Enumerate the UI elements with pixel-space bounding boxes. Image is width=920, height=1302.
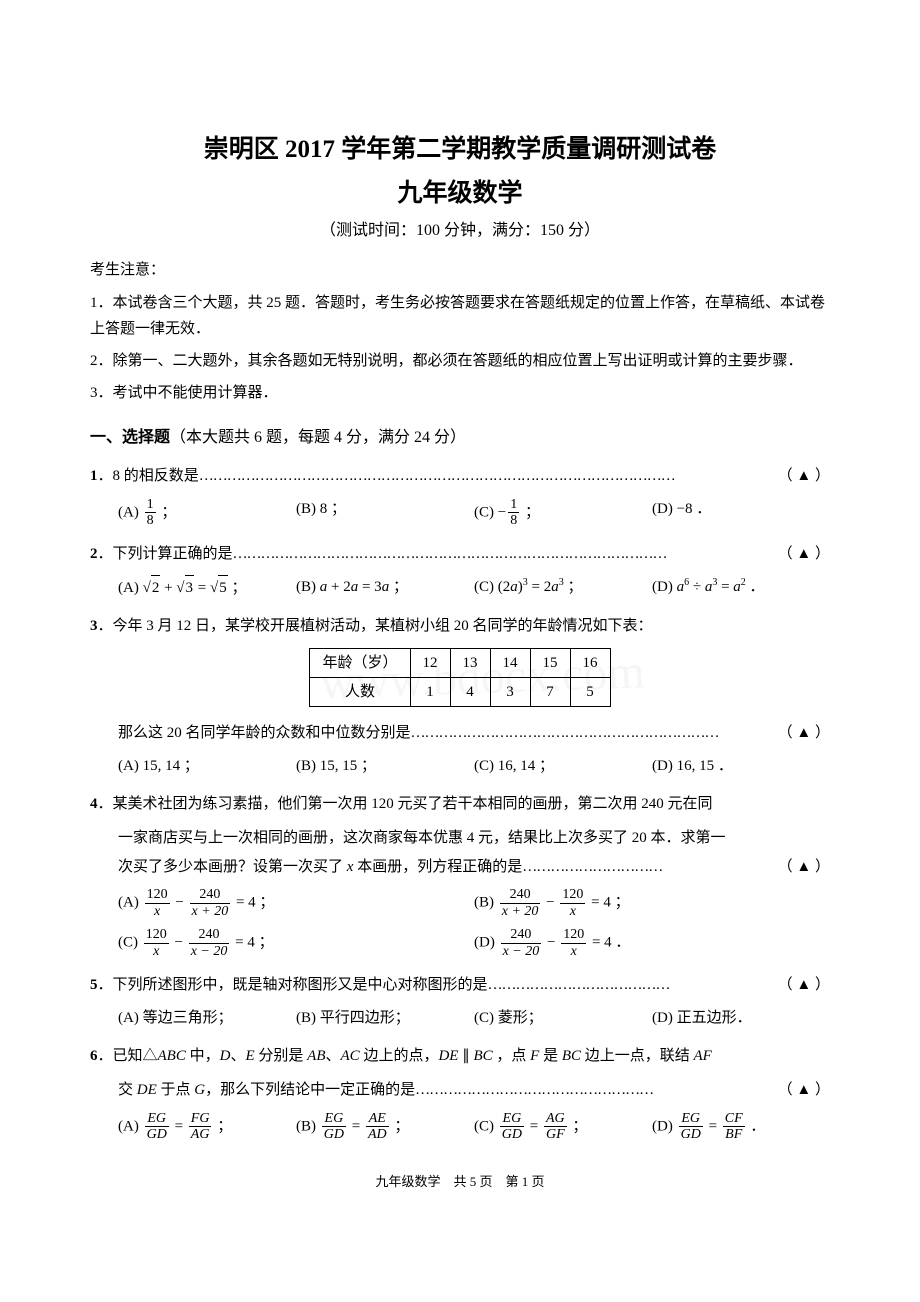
section-1-title: 一、选择题 <box>90 429 170 446</box>
q3-table: 年龄（岁） 12 13 14 15 16 人数 1 4 3 7 5 <box>309 648 610 707</box>
q3-options: (A) 15, 14 ； (B) 15, 15 ； (C) 16, 14 ； (… <box>90 754 830 778</box>
q5-option-c: (C) 菱形； <box>474 1006 652 1030</box>
q4-option-d: (D) 240x − 20 − 120x = 4 ． <box>474 927 830 959</box>
q1-options: (A) 18 ； (B) 8 ； (C) −18 ； (D) −8 ． <box>90 497 830 529</box>
q6-options: (A) EGGD = FGAG ； (B) EGGD = AEAD ； (C) … <box>90 1111 830 1143</box>
q4-number: 4 <box>90 796 98 812</box>
q6-option-d: (D) EGGD = CFBF ． <box>652 1111 830 1143</box>
table-cell: 14 <box>490 649 530 678</box>
q2-option-b: (B) a + 2a = 3a ； <box>296 575 474 600</box>
q6-option-a: (A) EGGD = FGAG ； <box>118 1111 296 1143</box>
table-cell: 4 <box>450 678 490 707</box>
answer-marker: （ ▲ ） <box>774 719 830 748</box>
q1-option-b: (B) 8 ； <box>296 497 474 529</box>
q4-option-c: (C) 120x − 240x − 20 = 4 ； <box>118 927 474 959</box>
answer-marker: （ ▲ ） <box>774 462 830 491</box>
q2-option-a: (A) 2 + 3 = 5 ； <box>118 575 296 600</box>
q3-option-b: (B) 15, 15 ； <box>296 754 474 778</box>
question-1: 1．8 的相反数是 ………………………………………………………………………………… <box>90 462 830 491</box>
q6-line1: ．已知△ABC 中，D、E 分别是 AB、AC 边上的点，DE ∥ BC ，点 … <box>98 1048 712 1064</box>
notice-3: 3．考试中不能使用计算器． <box>90 380 830 406</box>
q3-option-d: (D) 16, 15 ． <box>652 754 830 778</box>
q2-option-c: (C) (2a)3 = 2a3 ； <box>474 575 652 600</box>
q3-number: 3 <box>90 618 98 634</box>
q4-line1: ．某美术社团为练习素描，他们第一次用 120 元买了若干本相同的画册，第二次用 … <box>98 796 713 812</box>
q6-line2: 交 DE 于点 G，那么下列结论中一定正确的是 …………………………………………… <box>90 1076 830 1105</box>
q1-option-a: (A) 18 ； <box>118 497 296 529</box>
notice-heading: 考生注意： <box>90 258 830 282</box>
table-header-age: 年龄（岁） <box>310 649 410 678</box>
question-2: 2．下列计算正确的是 ……………………………………………………………………………… <box>90 540 830 569</box>
table-cell: 1 <box>410 678 450 707</box>
table-cell: 3 <box>490 678 530 707</box>
table-cell: 12 <box>410 649 450 678</box>
answer-marker: （ ▲ ） <box>774 1076 830 1105</box>
table-row: 年龄（岁） 12 13 14 15 16 <box>310 649 610 678</box>
question-3: 3．今年 3 月 12 日，某学校开展植树活动，某植树小组 20 名同学的年龄情… <box>90 612 830 641</box>
q6-number: 6 <box>90 1048 98 1064</box>
question-5: 5．下列所述图形中，既是轴对称图形又是中心对称图形的是 ………………………………… <box>90 971 830 1000</box>
question-4: 4．某美术社团为练习素描，他们第一次用 120 元买了若干本相同的画册，第二次用… <box>90 790 830 819</box>
q1-option-d: (D) −8 ． <box>652 497 830 529</box>
q5-option-d: (D) 正五边形． <box>652 1006 830 1030</box>
q5-text: ．下列所述图形中，既是轴对称图形又是中心对称图形的是 <box>98 977 488 993</box>
table-cell: 16 <box>570 649 610 678</box>
answer-marker: （ ▲ ） <box>774 540 830 569</box>
notice-1: 1．本试卷含三个大题，共 25 题．答题时，考生务必按答题要求在答题纸规定的位置… <box>90 290 830 343</box>
q5-options: (A) 等边三角形； (B) 平行四边形； (C) 菱形； (D) 正五边形． <box>90 1006 830 1030</box>
section-1-heading: 一、选择题（本大题共 6 题，每题 4 分，满分 24 分） <box>90 425 830 451</box>
q1-text: ．8 的相反数是 <box>98 468 199 484</box>
table-cell: 15 <box>530 649 570 678</box>
q4-line2: 一家商店买与上一次相同的画册，这次商家每本优惠 4 元，结果比上次多买了 20 … <box>90 824 830 853</box>
page-footer: 九年级数学 共 5 页 第 1 页 <box>90 1172 830 1193</box>
notice-2: 2．除第一、二大题外，其余各题如无特别说明，都必须在答题纸的相应位置上写出证明或… <box>90 348 830 374</box>
q3-text-2: 那么这 20 名同学年龄的众数和中位数分别是 ……………………………………………… <box>90 719 830 748</box>
q3-option-c: (C) 16, 14 ； <box>474 754 652 778</box>
exam-title-2: 九年级数学 <box>90 174 830 214</box>
q4-option-b: (B) 240x + 20 − 120x = 4 ； <box>474 887 830 919</box>
table-cell: 7 <box>530 678 570 707</box>
q6-option-c: (C) EGGD = AGGF ； <box>474 1111 652 1143</box>
q2-option-d: (D) a6 ÷ a3 = a2 ． <box>652 575 830 600</box>
table-cell: 13 <box>450 649 490 678</box>
question-6: 6．已知△ABC 中，D、E 分别是 AB、AC 边上的点，DE ∥ BC ，点… <box>90 1042 830 1071</box>
q3-option-a: (A) 15, 14 ； <box>118 754 296 778</box>
q3-text: ．今年 3 月 12 日，某学校开展植树活动，某植树小组 20 名同学的年龄情况… <box>98 618 653 634</box>
exam-title-1: 崇明区 2017 学年第二学期教学质量调研测试卷 <box>90 130 830 170</box>
q1-number: 1 <box>90 468 98 484</box>
table-row: 人数 1 4 3 7 5 <box>310 678 610 707</box>
q5-option-b: (B) 平行四边形； <box>296 1006 474 1030</box>
q1-option-c: (C) −18 ； <box>474 497 652 529</box>
q4-line3: 次买了多少本画册？设第一次买了 x 本画册，列方程正确的是 …………………………… <box>90 853 830 882</box>
q5-number: 5 <box>90 977 98 993</box>
q2-options: (A) 2 + 3 = 5 ； (B) a + 2a = 3a ； (C) (2… <box>90 575 830 600</box>
q2-number: 2 <box>90 546 98 562</box>
q4-option-a: (A) 120x − 240x + 20 = 4 ； <box>118 887 474 919</box>
exam-subtitle: （测试时间：100 分钟，满分：150 分） <box>90 218 830 244</box>
answer-marker: （ ▲ ） <box>774 853 830 882</box>
q6-option-b: (B) EGGD = AEAD ； <box>296 1111 474 1143</box>
table-header-count: 人数 <box>310 678 410 707</box>
table-cell: 5 <box>570 678 610 707</box>
q5-option-a: (A) 等边三角形； <box>118 1006 296 1030</box>
answer-marker: （ ▲ ） <box>774 971 830 1000</box>
q4-options: (A) 120x − 240x + 20 = 4 ； (B) 240x + 20… <box>90 887 830 959</box>
section-1-meta: （本大题共 6 题，每题 4 分，满分 24 分） <box>170 429 466 446</box>
q2-text: ．下列计算正确的是 <box>98 546 233 562</box>
